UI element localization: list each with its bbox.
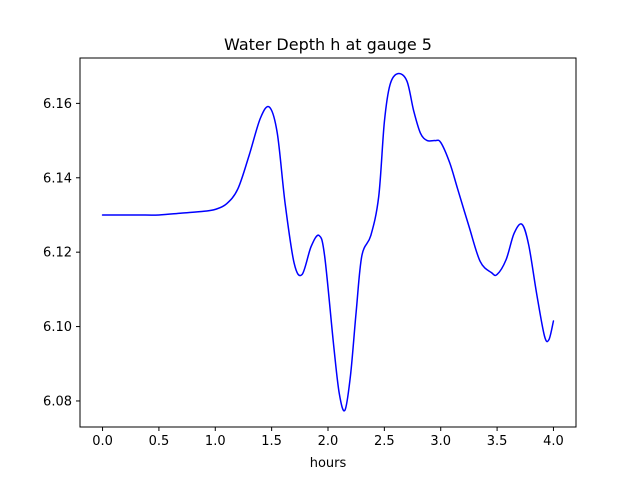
x-tick-label: 0.0 bbox=[92, 434, 113, 449]
chart-title: Water Depth h at gauge 5 bbox=[224, 35, 432, 54]
y-tick-label: 6.12 bbox=[43, 246, 72, 261]
ticks-layer: 0.0 0.5 1.0 1.5 2.0 2.5 3.0 3.5 4.0 6.08 6.10 6.12 6… bbox=[43, 97, 564, 449]
x-tick-label: 1.0 bbox=[205, 434, 226, 449]
axes-frame bbox=[79, 57, 577, 428]
series-line bbox=[101, 72, 555, 412]
y-tick-label: 6.08 bbox=[43, 394, 72, 409]
x-tick-label: 2.0 bbox=[318, 434, 339, 449]
x-tick-label: 4.0 bbox=[543, 434, 564, 449]
y-tick-label: 6.10 bbox=[43, 320, 72, 335]
x-axis-label: hours bbox=[310, 456, 347, 471]
x-tick-label: 2.5 bbox=[374, 434, 395, 449]
plot-area bbox=[80, 58, 576, 427]
y-tick-label: 6.14 bbox=[43, 171, 72, 186]
x-tick-label: 1.5 bbox=[261, 434, 282, 449]
series-layer bbox=[101, 72, 555, 412]
x-tick-label: 0.5 bbox=[149, 434, 170, 449]
x-tick-label: 3.0 bbox=[430, 434, 451, 449]
x-tick-label: 3.5 bbox=[487, 434, 508, 449]
y-tick-label: 6.16 bbox=[43, 97, 72, 112]
